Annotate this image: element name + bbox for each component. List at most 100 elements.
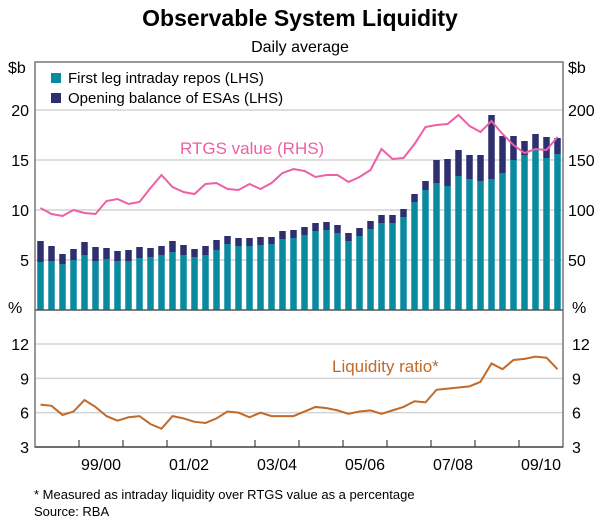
bar-esa <box>422 181 429 190</box>
bar-repos <box>279 239 286 310</box>
x-tick-label: 09/10 <box>521 457 561 474</box>
bar-esa <box>59 254 66 264</box>
bar-repos <box>400 217 407 310</box>
bar-esa <box>444 159 451 186</box>
x-tick-label: 99/00 <box>81 457 121 474</box>
bar-esa <box>202 246 209 255</box>
bar-repos <box>92 261 99 310</box>
bar-esa <box>433 160 440 183</box>
bar-repos <box>334 233 341 310</box>
bar-esa <box>48 246 55 261</box>
plot-frame <box>34 61 564 448</box>
bar-repos <box>180 255 187 310</box>
y-tick-right: 150 <box>568 153 595 170</box>
bar-esa <box>70 249 77 260</box>
bar-esa <box>477 155 484 181</box>
bar-repos <box>136 258 143 310</box>
bar-esa <box>37 241 44 262</box>
bar-esa <box>268 237 275 244</box>
bar-repos <box>158 255 165 310</box>
bar-repos <box>125 261 132 310</box>
bar-repos <box>323 230 330 310</box>
y-tick-right-bottom: 3 <box>572 440 581 457</box>
bar-repos <box>246 246 253 310</box>
bar-repos <box>202 255 209 310</box>
bar-esa <box>499 136 506 173</box>
bar-repos <box>213 250 220 310</box>
x-tick-label: 01/02 <box>169 457 209 474</box>
legend-label-esa: Opening balance of ESAs (LHS) <box>68 90 283 107</box>
bar-repos <box>433 183 440 310</box>
bottom-right-axis-unit: % <box>572 300 586 317</box>
rtgs-line-label: RTGS value (RHS) <box>180 139 324 158</box>
y-tick-left: 10 <box>11 203 29 220</box>
bar-esa <box>466 155 473 179</box>
right-axis-unit: $b <box>568 60 586 77</box>
bar-esa <box>257 237 264 245</box>
bar-esa <box>411 194 418 202</box>
bar-esa <box>400 209 407 217</box>
bar-repos <box>59 264 66 310</box>
bar-repos <box>554 154 561 310</box>
y-tick-left: 5 <box>20 253 29 270</box>
bar-esa <box>521 141 528 155</box>
bar-esa <box>312 223 319 231</box>
bar-repos <box>48 261 55 310</box>
bar-esa <box>554 138 561 154</box>
bar-esa <box>92 247 99 261</box>
bar-esa <box>290 230 297 238</box>
bar-esa <box>191 249 198 257</box>
bar-repos <box>455 176 462 310</box>
x-tick-label: 03/04 <box>257 457 297 474</box>
legend: First leg intraday repos (LHS) Opening b… <box>51 70 283 107</box>
bar-esa <box>246 238 253 246</box>
bar-repos <box>356 236 363 310</box>
bar-repos <box>268 244 275 310</box>
bar-esa <box>301 227 308 235</box>
bar-esa <box>488 115 495 179</box>
y-tick-right-bottom: 6 <box>572 406 581 423</box>
bar-repos <box>466 179 473 310</box>
liquidity-ratio-line <box>40 355 559 430</box>
y-tick-left-bottom: 12 <box>11 337 29 354</box>
source: Source: RBA <box>34 504 109 519</box>
bar-esa <box>378 215 385 223</box>
rtgs-value-line <box>40 113 559 218</box>
bar-repos <box>169 252 176 310</box>
bottom-left-axis-unit: % <box>8 300 22 317</box>
y-tick-right-bottom: 12 <box>572 337 590 354</box>
bar-repos <box>510 160 517 310</box>
bar-esa <box>136 247 143 258</box>
bar-repos <box>191 257 198 310</box>
bar-esa <box>334 225 341 233</box>
bar-repos <box>103 259 110 310</box>
footnote: * Measured as intraday liquidity over RT… <box>34 487 415 502</box>
legend-swatch-repos <box>51 73 61 83</box>
bar-esa <box>235 238 242 246</box>
y-tick-left-bottom: 9 <box>20 371 29 388</box>
y-tick-left: 20 <box>11 103 29 120</box>
bar-repos <box>147 257 154 310</box>
bar-esa <box>532 134 539 150</box>
bar-repos <box>235 246 242 310</box>
bar-esa <box>224 236 231 244</box>
legend-swatch-esa <box>51 93 61 103</box>
bar-esa <box>455 150 462 176</box>
bar-repos <box>70 260 77 310</box>
legend-label-repos: First leg intraday repos (LHS) <box>68 70 264 87</box>
y-tick-left-bottom: 6 <box>20 406 29 423</box>
bar-esa <box>103 248 110 259</box>
bar-repos <box>224 244 231 310</box>
y-tick-left: 15 <box>11 153 29 170</box>
bar-repos <box>411 202 418 310</box>
bar-repos <box>488 179 495 310</box>
y-tick-right-bottom: 9 <box>572 371 581 388</box>
bar-repos <box>543 158 550 310</box>
bar-esa <box>158 246 165 255</box>
bar-repos <box>389 223 396 310</box>
bar-esa <box>125 250 132 261</box>
bar-esa <box>389 215 396 223</box>
bar-esa <box>345 233 352 241</box>
